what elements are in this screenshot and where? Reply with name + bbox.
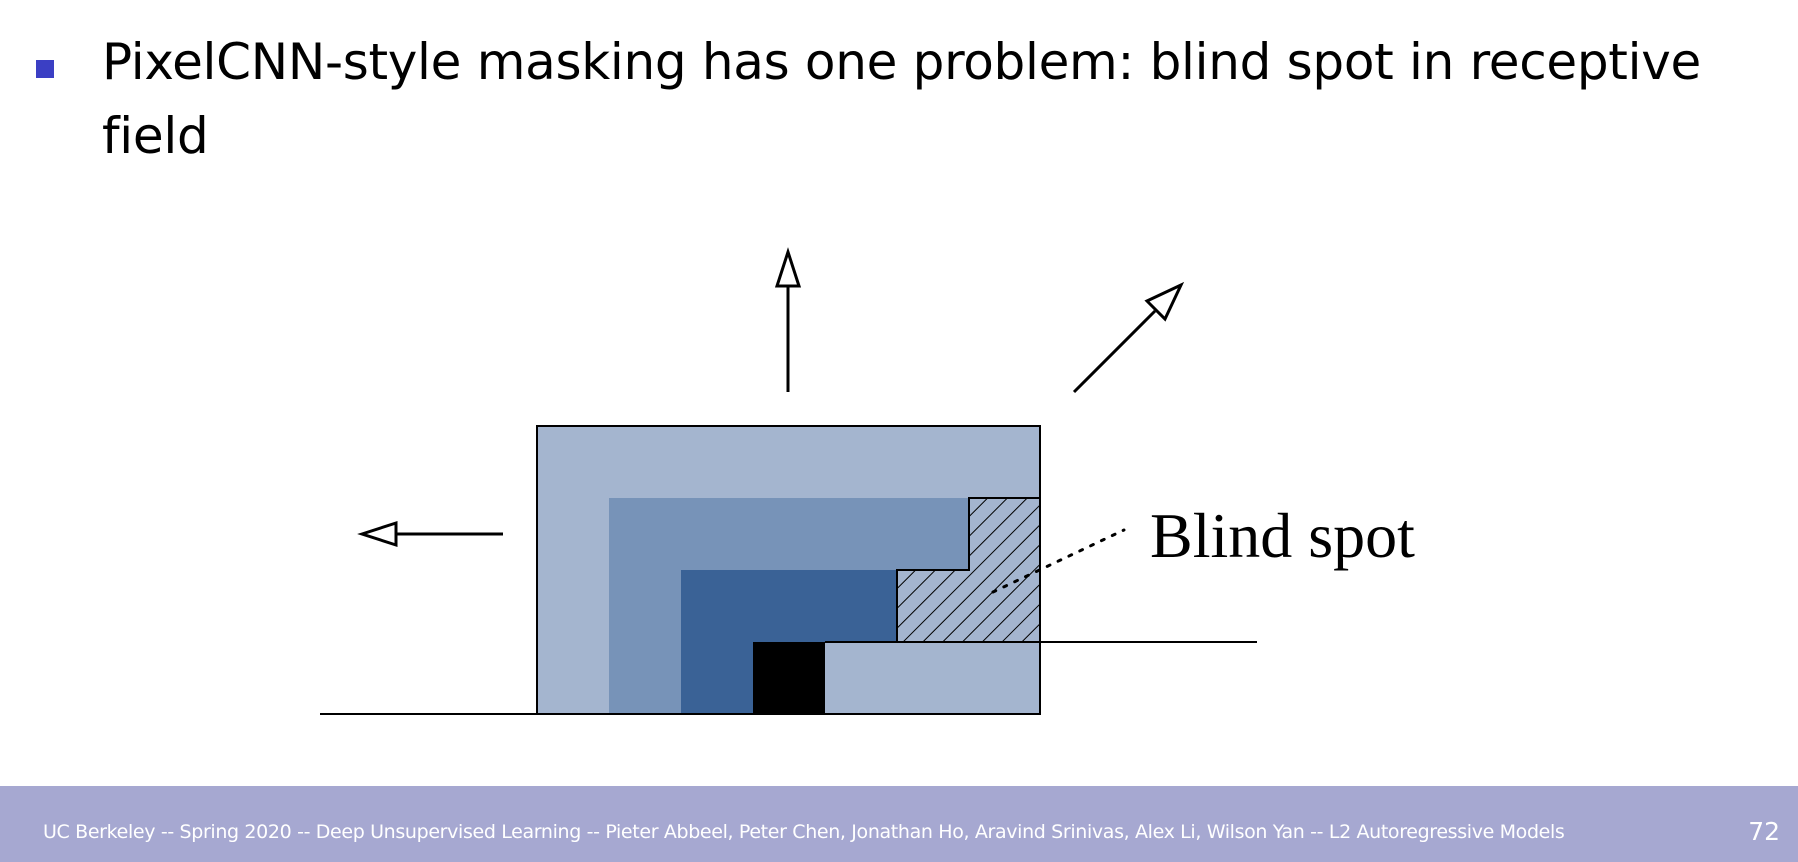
page-number: 72 (1748, 817, 1780, 846)
footer-text: UC Berkeley -- Spring 2020 -- Deep Unsup… (43, 821, 1565, 843)
footer-bar: UC Berkeley -- Spring 2020 -- Deep Unsup… (0, 786, 1798, 862)
bullet-text: PixelCNN-style masking has one problem: … (102, 33, 1701, 165)
blind-spot-label: Blind spot (1150, 500, 1415, 571)
blind-spot-leader-line (991, 528, 1126, 594)
left-arrow-icon (357, 520, 503, 548)
up-arrow-icon (774, 247, 802, 392)
receptive-field-diagram: Blind spot (320, 247, 1415, 715)
diagonal-arrow-icon (1072, 281, 1185, 394)
current-pixel (753, 642, 825, 714)
bullet-marker (36, 60, 54, 78)
